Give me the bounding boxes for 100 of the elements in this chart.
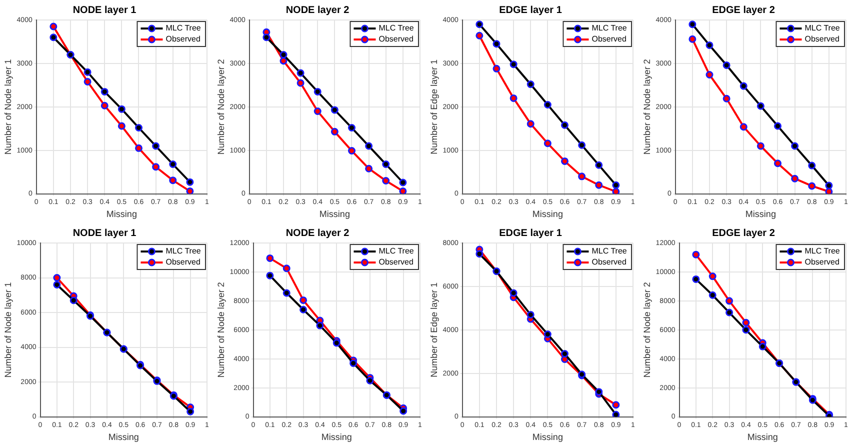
point xyxy=(740,82,748,90)
point xyxy=(316,322,324,330)
point xyxy=(544,330,552,338)
point xyxy=(756,102,764,110)
legend-label: MLC Tree xyxy=(804,246,840,256)
point xyxy=(561,350,568,358)
point xyxy=(350,359,358,367)
point xyxy=(399,178,407,186)
point xyxy=(300,306,308,314)
point xyxy=(169,176,177,184)
point xyxy=(348,147,356,155)
x-axis-title: Missing xyxy=(532,432,563,442)
point xyxy=(282,264,290,272)
point xyxy=(135,144,142,152)
point xyxy=(476,250,484,258)
point xyxy=(266,272,274,280)
point xyxy=(791,142,799,150)
point xyxy=(758,342,766,350)
y-axis-title: Number of Edge layer 1 xyxy=(428,282,439,378)
point xyxy=(186,178,194,186)
point xyxy=(492,40,500,48)
chart-title: EDGE layer 2 xyxy=(712,4,776,16)
point xyxy=(708,272,716,280)
point xyxy=(808,182,816,190)
point xyxy=(296,79,304,87)
point xyxy=(280,51,288,59)
point xyxy=(825,182,833,190)
point xyxy=(612,410,620,417)
legend-label: Observed xyxy=(378,34,414,44)
chart-title: EDGE layer 1 xyxy=(499,228,562,239)
y-axis-title: Number of Node layer 2 xyxy=(216,59,226,155)
point xyxy=(726,308,734,316)
point xyxy=(808,162,816,170)
legend-label: MLC Tree xyxy=(804,24,840,33)
legend-label: Observed xyxy=(166,34,200,44)
y-axis-title: Number of Node layer 2 xyxy=(216,282,226,378)
point xyxy=(688,35,696,43)
y-axis-title: Number of Node layer 2 xyxy=(642,59,652,155)
legend-label: Observed xyxy=(804,34,840,44)
x-axis-title: Missing xyxy=(106,209,137,220)
x-axis-title: Missing xyxy=(532,209,563,220)
point xyxy=(742,326,750,334)
point xyxy=(84,68,92,76)
point xyxy=(382,177,390,185)
point xyxy=(382,160,390,168)
point xyxy=(526,80,534,88)
point xyxy=(118,122,126,130)
chart-title: NODE layer 2 xyxy=(286,4,350,16)
point xyxy=(791,174,799,182)
point xyxy=(400,407,408,415)
chart-title: NODE layer 2 xyxy=(286,228,350,239)
legend-label: Observed xyxy=(378,258,414,267)
legend-label: MLC Tree xyxy=(166,246,202,256)
point xyxy=(756,142,764,150)
point xyxy=(510,289,518,297)
legend-label: Observed xyxy=(592,34,626,44)
point xyxy=(314,88,322,96)
x-axis-title: Missing xyxy=(321,432,352,442)
point xyxy=(774,122,782,130)
point xyxy=(595,161,603,169)
point xyxy=(296,69,304,77)
point xyxy=(53,274,61,282)
legend-label: Observed xyxy=(592,258,626,267)
point xyxy=(100,102,108,110)
x-axis-title: Missing xyxy=(747,432,778,442)
point xyxy=(742,318,750,326)
chart-title: EDGE layer 2 xyxy=(712,228,776,239)
point xyxy=(262,34,270,42)
point xyxy=(70,296,78,304)
point xyxy=(100,88,108,96)
chart-title: NODE layer 1 xyxy=(72,228,137,239)
y-axis-title: Number of Node layer 2 xyxy=(642,282,652,378)
point xyxy=(612,401,620,409)
legend-label: MLC Tree xyxy=(378,246,414,256)
point xyxy=(186,408,194,416)
point xyxy=(186,187,194,194)
point xyxy=(578,141,586,149)
point xyxy=(722,61,730,69)
point xyxy=(330,106,338,114)
point xyxy=(561,121,568,129)
x-axis-title: Missing xyxy=(108,432,139,442)
x-axis-title: Missing xyxy=(745,209,776,220)
point xyxy=(722,94,730,102)
point xyxy=(708,291,716,299)
point xyxy=(510,60,518,68)
point xyxy=(266,254,274,262)
point xyxy=(365,164,373,172)
y-axis-title: Number of Node layer 1 xyxy=(2,282,13,378)
point xyxy=(706,41,714,49)
point xyxy=(561,157,568,165)
point xyxy=(365,142,373,150)
point xyxy=(50,34,58,42)
point xyxy=(578,172,586,180)
legend-label: MLC Tree xyxy=(592,246,628,256)
point xyxy=(152,142,160,150)
point xyxy=(740,123,748,131)
legend-label: Observed xyxy=(804,258,840,267)
point xyxy=(774,160,782,168)
point xyxy=(692,250,700,258)
point xyxy=(330,128,338,136)
